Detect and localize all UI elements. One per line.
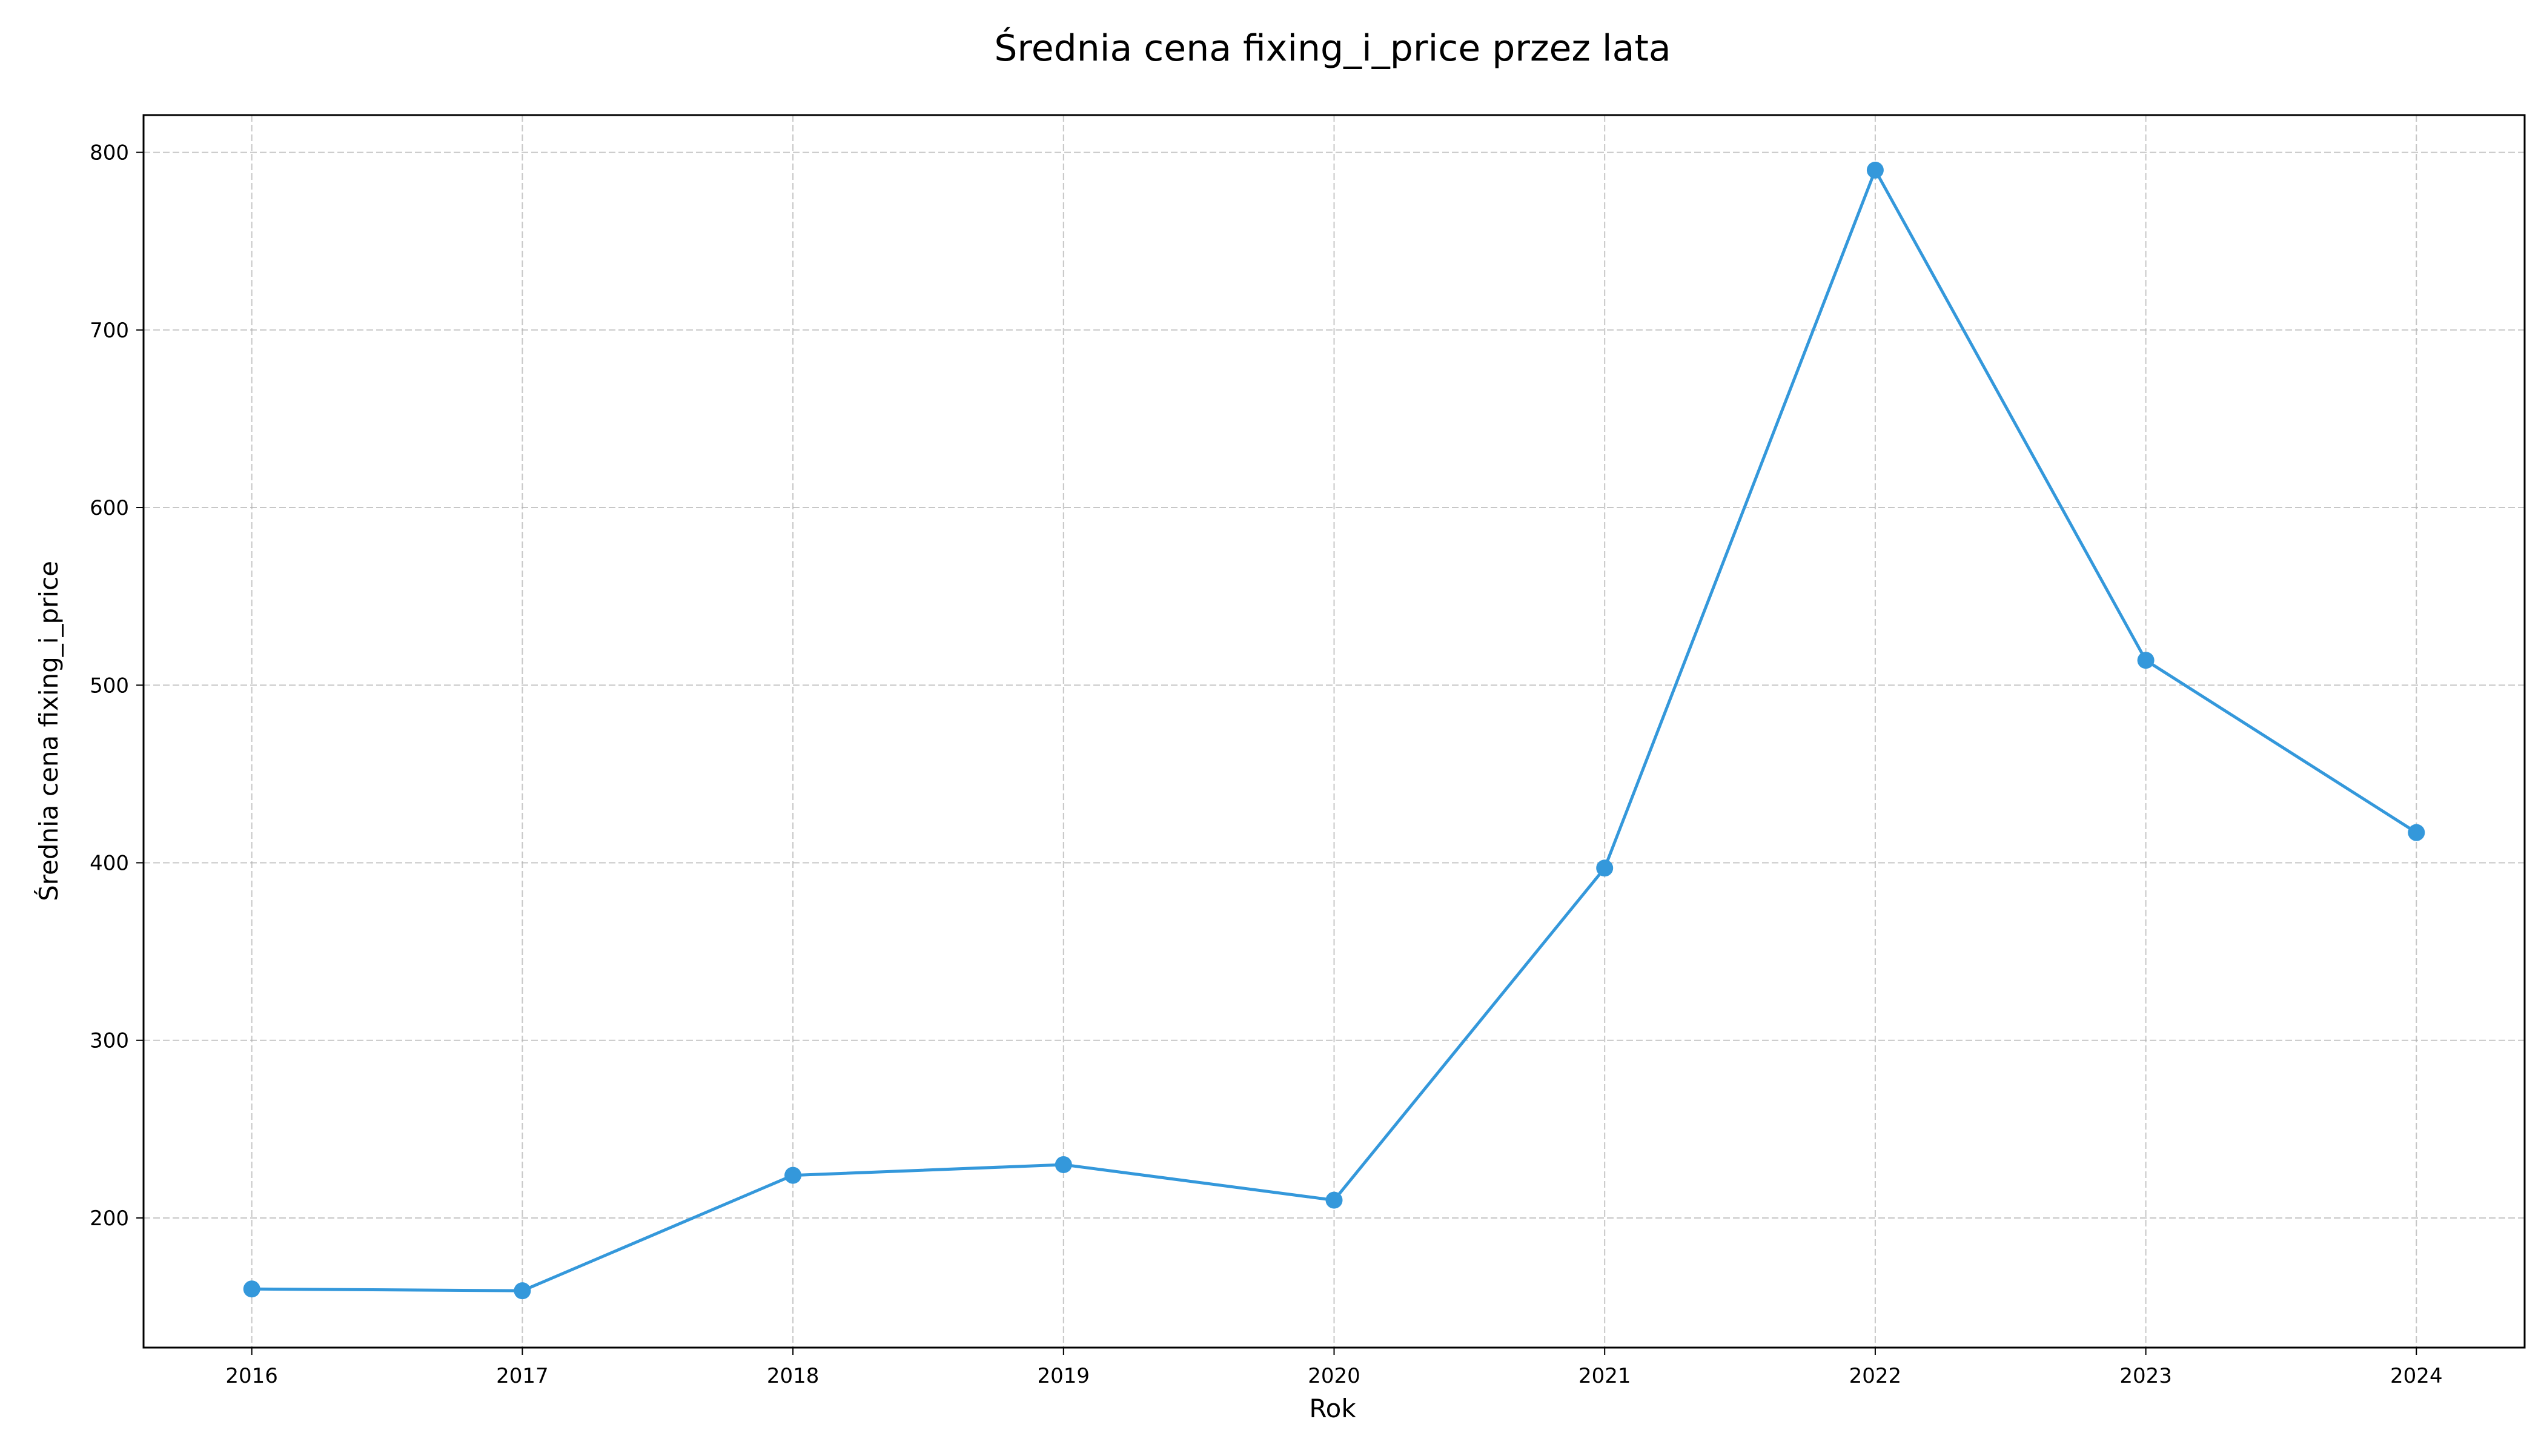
x-tick-label: 2023	[2119, 1364, 2172, 1388]
x-tick-label: 2018	[767, 1364, 820, 1388]
y-axis: 200 300 400 500 600 700 800	[90, 141, 144, 1231]
x-tick-label: 2016	[225, 1364, 278, 1388]
y-tick-label: 200	[90, 1206, 129, 1231]
x-tick-label: 2017	[496, 1364, 549, 1388]
x-tick-label: 2024	[2390, 1364, 2443, 1388]
data-point	[2137, 652, 2155, 669]
data-point	[1325, 1191, 1343, 1209]
y-axis-label: Średnia cena fixing_i_price	[33, 561, 64, 901]
data-point	[1596, 859, 1614, 877]
x-tick-label: 2019	[1038, 1364, 1090, 1388]
y-tick-label: 700	[90, 319, 129, 343]
y-tick-label: 800	[90, 141, 129, 165]
series-layer	[243, 161, 2425, 1300]
data-point	[784, 1166, 802, 1184]
y-tick-label: 400	[90, 851, 129, 875]
x-tick-label: 2022	[1849, 1364, 1902, 1388]
data-point	[1866, 161, 1884, 179]
x-axis: 2016 2017 2018 2019 2020 2021 2022 2023 2024	[225, 1348, 2443, 1388]
data-point	[1055, 1156, 1072, 1173]
x-axis-label: Rok	[1309, 1394, 1356, 1423]
grid	[144, 115, 2525, 1348]
y-tick-label: 500	[90, 673, 129, 698]
chart-title: Średnia cena fixing_i_price przez lata	[994, 27, 1671, 70]
y-tick-label: 600	[90, 496, 129, 520]
y-tick-label: 300	[90, 1029, 129, 1053]
x-tick-label: 2020	[1308, 1364, 1360, 1388]
data-point	[2408, 824, 2425, 841]
data-point	[514, 1282, 531, 1300]
x-tick-label: 2021	[1578, 1364, 1631, 1388]
data-point	[243, 1280, 260, 1298]
